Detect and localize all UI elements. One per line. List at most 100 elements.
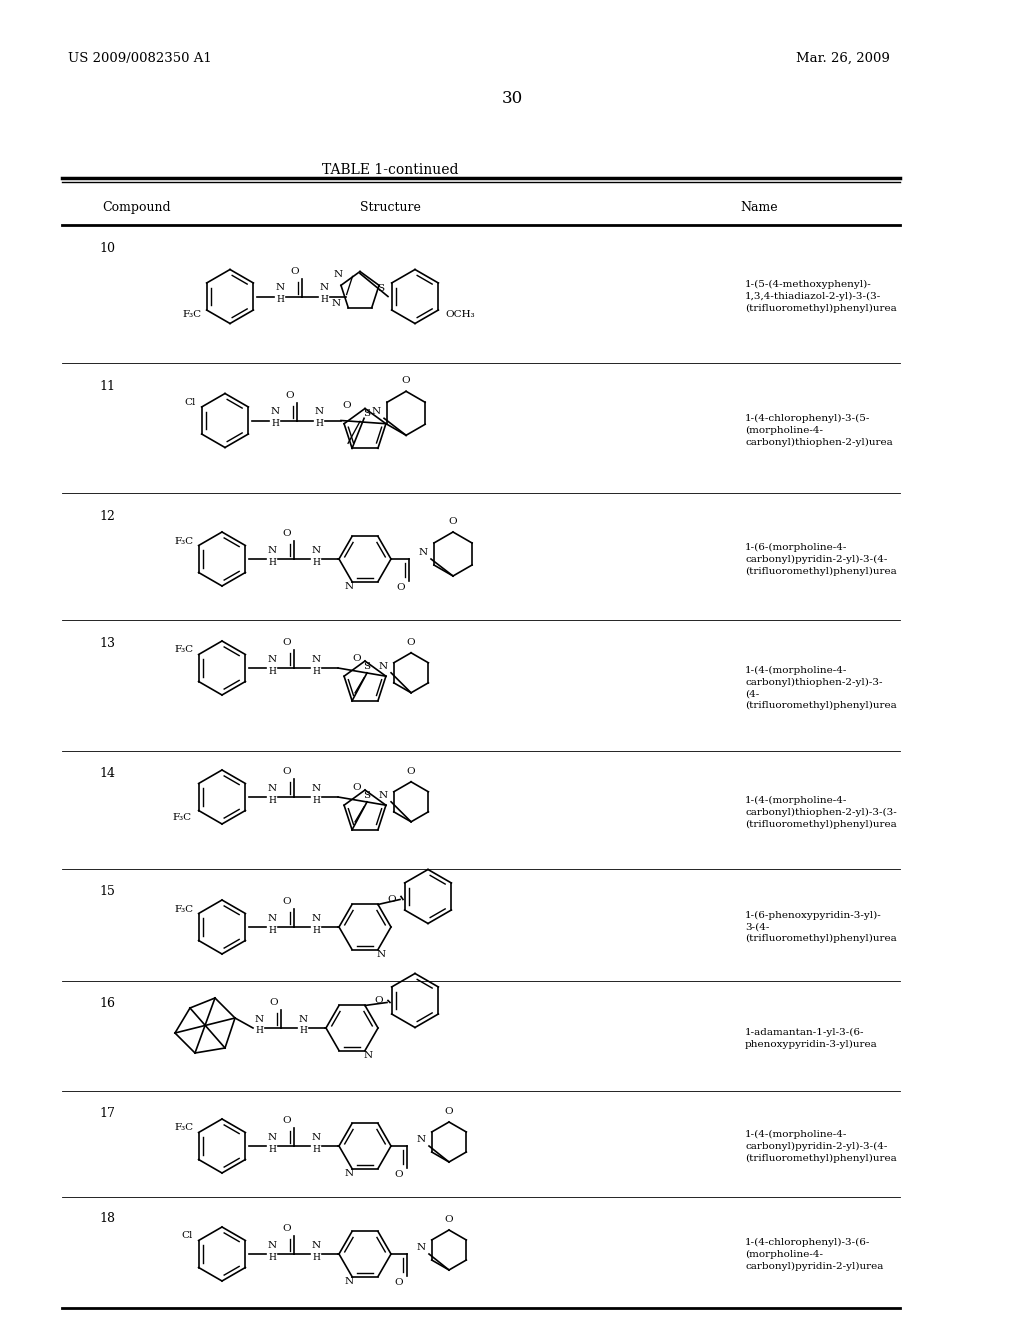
Text: O: O [269, 998, 279, 1007]
Text: O: O [407, 638, 416, 647]
Text: Mar. 26, 2009: Mar. 26, 2009 [796, 51, 890, 65]
Text: H: H [312, 1144, 319, 1154]
Text: 1-(4-(morpholine-4-
carbonyl)pyridin-2-yl)-3-(4-
(trifluoromethyl)phenyl)urea: 1-(4-(morpholine-4- carbonyl)pyridin-2-y… [745, 1130, 897, 1163]
Text: 13: 13 [99, 638, 115, 649]
Text: F₃C: F₃C [174, 904, 194, 913]
Text: 12: 12 [99, 510, 115, 523]
Text: O: O [286, 391, 294, 400]
Text: H: H [268, 558, 275, 568]
Text: H: H [312, 558, 319, 568]
Text: 14: 14 [99, 767, 115, 780]
Text: S: S [378, 284, 385, 293]
Text: N: N [267, 913, 276, 923]
Text: O: O [283, 767, 291, 776]
Text: H: H [312, 1253, 319, 1262]
Text: 1-(4-(morpholine-4-
carbonyl)thiophen-2-yl)-3-
(4-
(trifluoromethyl)phenyl)urea: 1-(4-(morpholine-4- carbonyl)thiophen-2-… [745, 665, 897, 710]
Text: F₃C: F₃C [174, 1123, 194, 1133]
Text: O: O [343, 401, 351, 411]
Text: 1-(6-phenoxypyridin-3-yl)-
3-(4-
(trifluoromethyl)phenyl)urea: 1-(6-phenoxypyridin-3-yl)- 3-(4- (triflu… [745, 911, 897, 944]
Text: O: O [444, 1214, 454, 1224]
Text: O: O [352, 653, 361, 663]
Text: H: H [268, 1253, 275, 1262]
Text: O: O [291, 268, 299, 276]
Text: N: N [275, 284, 285, 293]
Text: H: H [312, 927, 319, 935]
Text: Cl: Cl [184, 399, 196, 407]
Text: N: N [311, 1241, 321, 1250]
Text: O: O [449, 517, 458, 525]
Text: N: N [345, 1276, 353, 1286]
Text: 16: 16 [99, 997, 115, 1010]
Text: H: H [255, 1026, 263, 1035]
Text: N: N [419, 548, 428, 557]
Text: 17: 17 [99, 1107, 115, 1119]
Text: O: O [283, 1224, 291, 1233]
Text: N: N [270, 408, 280, 417]
Text: N: N [267, 546, 276, 554]
Text: N: N [417, 1135, 426, 1144]
Text: N: N [311, 546, 321, 554]
Text: N: N [334, 271, 343, 280]
Text: 18: 18 [99, 1212, 115, 1225]
Text: TABLE 1-continued: TABLE 1-continued [322, 162, 459, 177]
Text: 11: 11 [99, 380, 115, 393]
Text: 1-(6-(morpholine-4-
carbonyl)pyridin-2-yl)-3-(4-
(trifluoromethyl)phenyl)urea: 1-(6-(morpholine-4- carbonyl)pyridin-2-y… [745, 543, 897, 576]
Text: US 2009/0082350 A1: US 2009/0082350 A1 [68, 51, 212, 65]
Text: N: N [331, 298, 340, 308]
Text: N: N [311, 655, 321, 664]
Text: Compound: Compound [102, 201, 171, 214]
Text: 1-adamantan-1-yl-3-(6-
phenoxypyridin-3-yl)urea: 1-adamantan-1-yl-3-(6- phenoxypyridin-3-… [745, 1027, 878, 1048]
Text: O: O [283, 898, 291, 906]
Text: H: H [299, 1026, 307, 1035]
Text: N: N [298, 1015, 307, 1024]
Text: N: N [314, 408, 324, 417]
Text: OCH₃: OCH₃ [445, 310, 475, 319]
Text: S: S [364, 663, 371, 671]
Text: H: H [268, 796, 275, 805]
Text: N: N [267, 1241, 276, 1250]
Text: N: N [417, 1243, 426, 1251]
Text: H: H [315, 420, 323, 429]
Text: 10: 10 [99, 242, 115, 255]
Text: H: H [312, 667, 319, 676]
Text: O: O [283, 638, 291, 647]
Text: 30: 30 [502, 90, 522, 107]
Text: O: O [375, 997, 383, 1005]
Text: H: H [268, 667, 275, 676]
Text: 1-(5-(4-methoxyphenyl)-
1,3,4-thiadiazol-2-yl)-3-(3-
(trifluoromethyl)phenyl)ure: 1-(5-(4-methoxyphenyl)- 1,3,4-thiadiazol… [745, 280, 897, 313]
Text: H: H [268, 927, 275, 935]
Text: O: O [352, 783, 361, 792]
Text: N: N [311, 1133, 321, 1142]
Text: 15: 15 [99, 884, 115, 898]
Text: H: H [321, 296, 328, 305]
Text: O: O [394, 1170, 403, 1179]
Text: H: H [271, 420, 279, 429]
Text: O: O [388, 895, 396, 904]
Text: O: O [401, 376, 411, 385]
Text: 1-(4-chlorophenyl)-3-(6-
(morpholine-4-
carbonyl)pyridin-2-yl)urea: 1-(4-chlorophenyl)-3-(6- (morpholine-4- … [745, 1237, 884, 1271]
Text: N: N [376, 950, 385, 958]
Text: Name: Name [740, 201, 777, 214]
Text: H: H [276, 296, 284, 305]
Text: S: S [364, 409, 371, 418]
Text: N: N [379, 791, 388, 800]
Text: O: O [283, 1115, 291, 1125]
Text: Cl: Cl [181, 1232, 193, 1241]
Text: H: H [312, 796, 319, 805]
Text: F₃C: F₃C [182, 310, 202, 319]
Text: N: N [267, 655, 276, 664]
Text: N: N [311, 784, 321, 793]
Text: N: N [254, 1015, 263, 1024]
Text: H: H [268, 1144, 275, 1154]
Text: N: N [311, 913, 321, 923]
Text: F₃C: F₃C [174, 536, 194, 545]
Text: O: O [407, 767, 416, 776]
Text: O: O [444, 1107, 454, 1115]
Text: Structure: Structure [359, 201, 421, 214]
Text: N: N [379, 661, 388, 671]
Text: O: O [396, 583, 406, 591]
Text: N: N [345, 582, 353, 591]
Text: N: N [267, 1133, 276, 1142]
Text: N: N [364, 1051, 373, 1060]
Text: N: N [267, 784, 276, 793]
